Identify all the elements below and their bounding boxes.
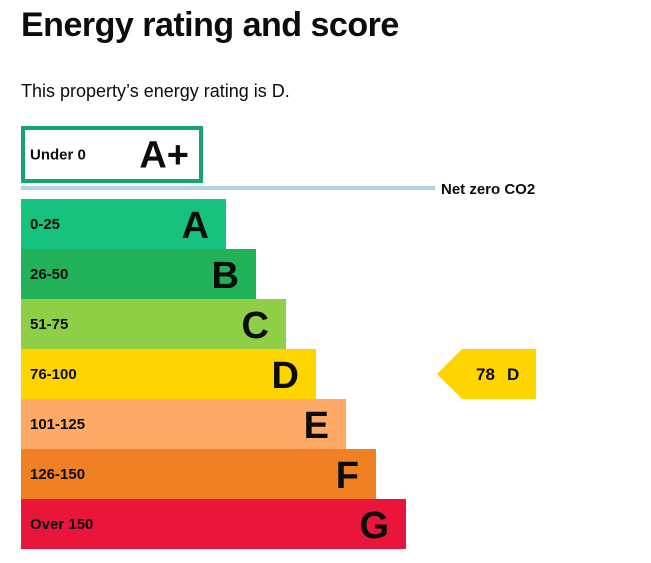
- page-title: Energy rating and score: [21, 6, 399, 44]
- band-a-range: 0-25: [30, 216, 60, 233]
- band-a-plus-box: [21, 126, 203, 183]
- band-a-plus-range: Under 0: [30, 147, 86, 164]
- band-f-range: 126-150: [30, 466, 85, 483]
- band-c-bar: [21, 299, 286, 349]
- band-b-bar: [21, 249, 256, 299]
- band-g-letter: G: [359, 505, 389, 547]
- band-d-letter: D: [272, 355, 299, 397]
- band-d-range: 76-100: [30, 366, 77, 383]
- net-zero-line: [21, 186, 435, 190]
- band-e-bar: [21, 399, 346, 449]
- band-a-letter: A: [182, 205, 209, 247]
- band-b-range: 26-50: [30, 266, 68, 283]
- band-a-bar: [21, 199, 226, 249]
- band-c-letter: C: [242, 305, 269, 347]
- current-rating-score: 78: [476, 365, 495, 384]
- band-a-plus-letter: A+: [139, 135, 189, 177]
- net-zero-label: Net zero CO2: [441, 181, 535, 198]
- band-g-range: Over 150: [30, 516, 93, 533]
- band-f-bar: [21, 449, 376, 499]
- band-g-bar: [21, 499, 406, 549]
- band-b-letter: B: [212, 255, 239, 297]
- band-e-range: 101-125: [30, 416, 85, 433]
- band-f-letter: F: [336, 455, 359, 497]
- band-e-letter: E: [304, 405, 329, 447]
- current-rating-arrow: [437, 349, 536, 399]
- band-d-bar: [21, 349, 316, 399]
- band-c-range: 51-75: [30, 316, 68, 333]
- current-rating-letter: D: [507, 365, 519, 384]
- rating-summary: This property’s energy rating is D.: [21, 81, 290, 101]
